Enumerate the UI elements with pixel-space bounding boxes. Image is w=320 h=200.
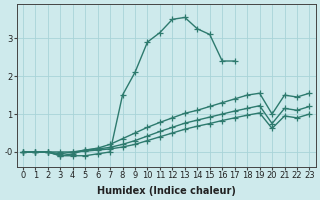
X-axis label: Humidex (Indice chaleur): Humidex (Indice chaleur) — [97, 186, 236, 196]
